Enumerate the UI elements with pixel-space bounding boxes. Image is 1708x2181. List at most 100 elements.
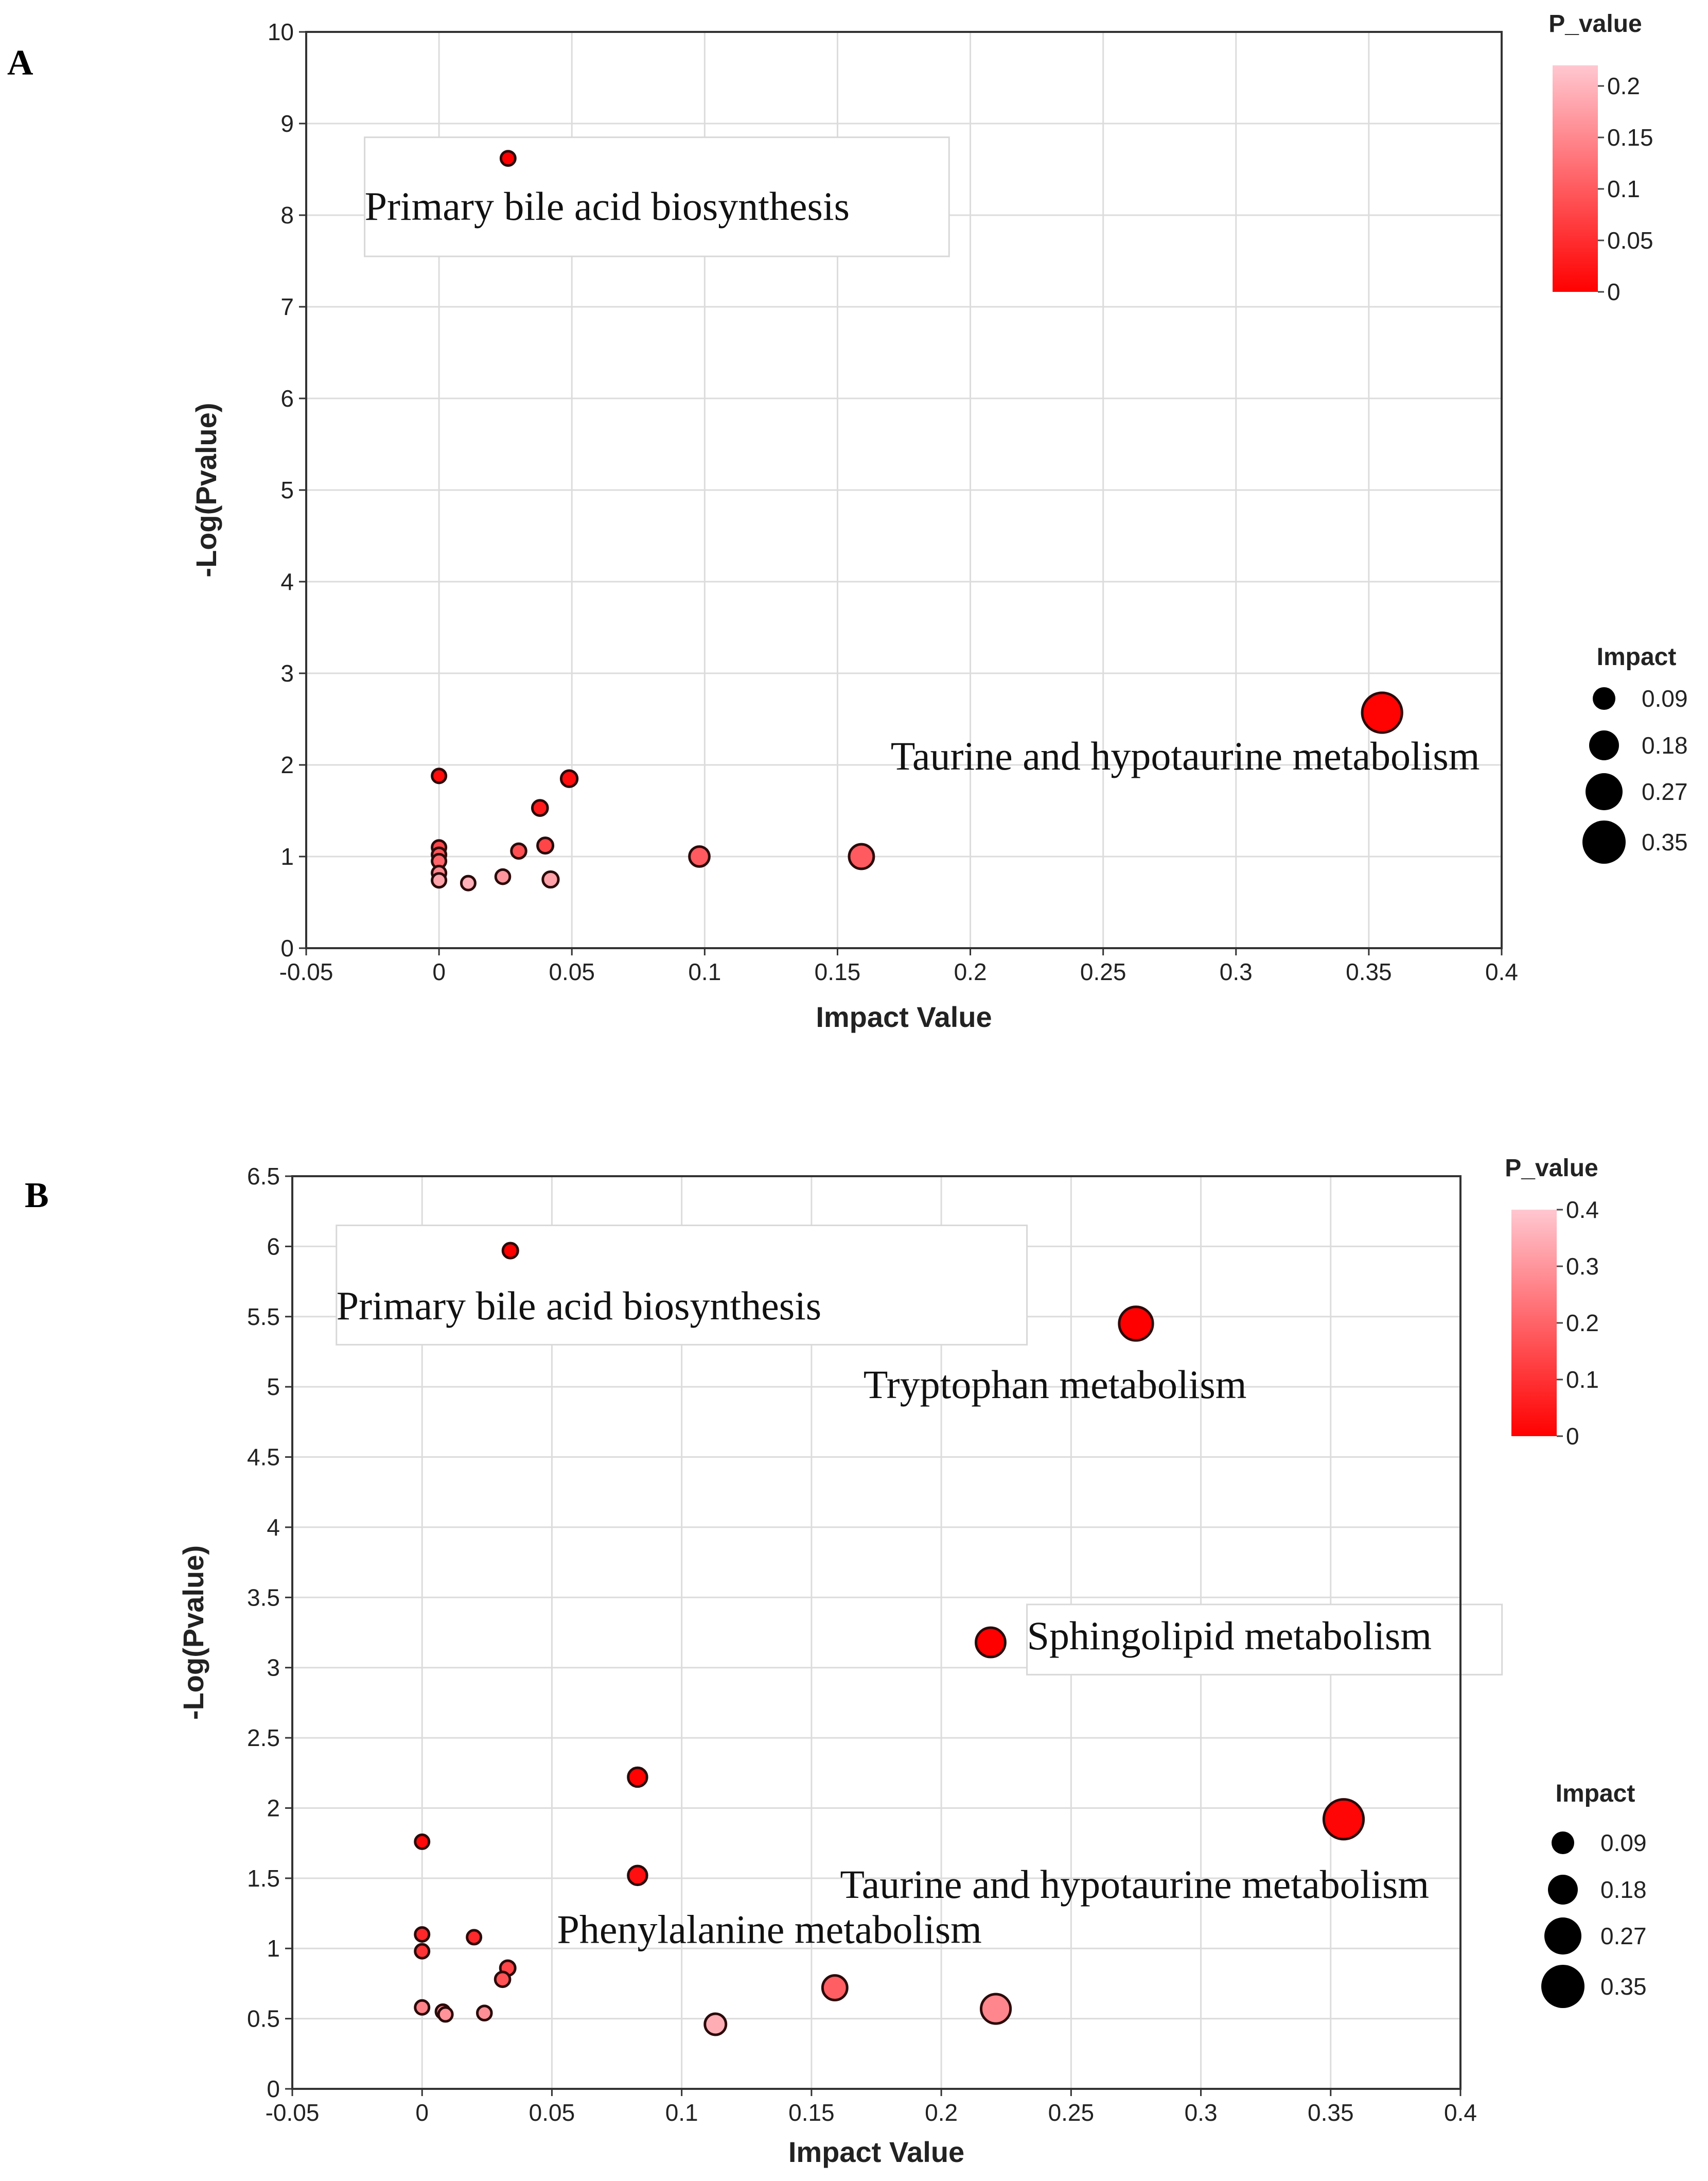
data-point bbox=[1118, 1305, 1154, 1342]
annotation-box bbox=[336, 1224, 1028, 1346]
data-point bbox=[821, 1974, 849, 2002]
y-tick-label: 0 bbox=[280, 935, 294, 962]
color-scale-bar bbox=[1553, 65, 1598, 292]
size-legend-marker bbox=[1582, 821, 1626, 864]
y-tick-label: 0 bbox=[267, 2075, 280, 2102]
y-tick-label: 4 bbox=[267, 1514, 280, 1541]
data-point bbox=[688, 845, 711, 868]
data-point bbox=[501, 1242, 519, 1260]
panel-a: A -0.05 0 0.05 0.1 0.15 0.2 0.25 0.3 0.35 0.4 012… bbox=[7, 10, 1688, 1033]
size-legend-marker bbox=[1544, 1917, 1581, 1955]
pathway-annotation: Taurine and hypotaurine metabolism bbox=[840, 1862, 1429, 1907]
x-tick-label: -0.05 bbox=[279, 958, 333, 985]
y-axis-label-a: -Log(Pvalue) bbox=[190, 403, 222, 577]
pathway-annotation: Primary bile acid biosynthesis bbox=[337, 1283, 821, 1328]
size-legend-marker bbox=[1552, 1831, 1574, 1854]
size-legend-title: Impact bbox=[1597, 643, 1677, 671]
data-point bbox=[414, 1943, 431, 1960]
color-legend-tick: 0.05 bbox=[1607, 227, 1653, 254]
size-legend-label: 0.27 bbox=[1600, 1923, 1647, 1949]
plot-area-b bbox=[291, 1175, 1462, 2090]
color-legend-tick: 0.2 bbox=[1566, 1310, 1599, 1336]
size-legend-marker bbox=[1589, 730, 1619, 760]
y-tick-label: 1 bbox=[267, 1935, 280, 1962]
color-legend-tick: 0.1 bbox=[1566, 1366, 1599, 1393]
pathway-annotation: Phenylalanine metabolism bbox=[557, 1907, 982, 1951]
x-tick-label: 0.1 bbox=[688, 958, 721, 985]
y-tick-label: 1.5 bbox=[247, 1865, 280, 1892]
data-point bbox=[627, 1864, 648, 1887]
color-legend-tick: 0.1 bbox=[1607, 176, 1640, 202]
size-legend-label: 0.18 bbox=[1600, 1876, 1647, 1903]
data-point bbox=[494, 868, 512, 885]
y-tick-label: 4 bbox=[280, 568, 294, 595]
x-tick-label: 0.3 bbox=[1185, 2099, 1218, 2126]
data-point bbox=[541, 870, 560, 889]
data-point bbox=[476, 2004, 493, 2022]
color-legend-title: P_value bbox=[1505, 1155, 1598, 1182]
y-tick-label: 2 bbox=[280, 752, 294, 778]
size-legend-marker bbox=[1586, 773, 1623, 810]
size-legend-label: 0.18 bbox=[1642, 732, 1688, 759]
color-legend-tick: 0 bbox=[1607, 278, 1621, 305]
size-legend-label: 0.35 bbox=[1600, 1973, 1647, 2000]
x-tick-label: -0.05 bbox=[266, 2099, 320, 2126]
size-legend-label: 0.09 bbox=[1642, 685, 1688, 712]
x-tick-label: 0.15 bbox=[788, 2099, 835, 2126]
data-point bbox=[431, 872, 448, 889]
x-tick-label: 0.25 bbox=[1048, 2099, 1095, 2126]
x-tick-label: 0.1 bbox=[665, 2099, 698, 2126]
y-tick-label: 5 bbox=[267, 1373, 280, 1400]
x-tick-label: 0.05 bbox=[549, 958, 595, 985]
x-tick-label: 0.4 bbox=[1485, 958, 1518, 985]
pathway-annotation: Primary bile acid biosynthesis bbox=[365, 184, 850, 229]
annotation-box bbox=[364, 136, 950, 257]
x-tick-label: 0.2 bbox=[925, 2099, 958, 2126]
size-legend-label: 0.35 bbox=[1642, 829, 1688, 856]
annotation-box bbox=[1026, 1603, 1503, 1676]
data-point bbox=[559, 769, 579, 788]
y-tick-label: 7 bbox=[280, 293, 294, 320]
x-tick-label: 0.2 bbox=[954, 958, 987, 985]
y-tick-label: 9 bbox=[280, 110, 294, 137]
x-tick-label: 0 bbox=[432, 958, 446, 985]
x-tick-label: 0.15 bbox=[815, 958, 861, 985]
size-legend-label: 0.27 bbox=[1642, 778, 1688, 805]
y-tick-label: 8 bbox=[280, 202, 294, 229]
size-legend-label: 0.09 bbox=[1600, 1829, 1647, 1856]
y-tick-label: 6.5 bbox=[247, 1163, 280, 1190]
color-legend-tick: 0.3 bbox=[1566, 1253, 1599, 1280]
color-legend-tick: 0 bbox=[1566, 1423, 1579, 1450]
data-point bbox=[531, 799, 549, 817]
y-tick-label: 2.5 bbox=[247, 1724, 280, 1751]
data-point bbox=[431, 767, 448, 784]
x-axis-label-b: Impact Value bbox=[788, 2136, 964, 2168]
data-point bbox=[627, 1766, 648, 1788]
panel-label-b: B bbox=[25, 1176, 49, 1215]
y-tick-label: 6 bbox=[267, 1233, 280, 1260]
x-tick-label: 0.05 bbox=[529, 2099, 575, 2126]
y-tick-label: 6 bbox=[280, 385, 294, 412]
size-legend-title: Impact bbox=[1556, 1780, 1635, 1807]
size-legend-marker bbox=[1548, 1875, 1578, 1905]
data-point bbox=[979, 1993, 1012, 2025]
data-point bbox=[536, 836, 555, 855]
data-point bbox=[1361, 691, 1403, 734]
data-point bbox=[510, 842, 527, 860]
x-tick-label: 0.35 bbox=[1308, 2099, 1354, 2126]
data-point bbox=[499, 150, 517, 167]
y-tick-label: 2 bbox=[267, 1794, 280, 1821]
pathway-annotation: Tryptophan metabolism bbox=[864, 1362, 1247, 1407]
data-point bbox=[703, 2012, 728, 2036]
x-tick-label: 0.25 bbox=[1080, 958, 1126, 985]
color-legend-title: P_value bbox=[1548, 10, 1642, 38]
x-tick-label: 0 bbox=[415, 2099, 429, 2126]
data-point bbox=[1322, 1798, 1365, 1841]
y-tick-label: 4.5 bbox=[247, 1444, 280, 1471]
y-tick-label: 1 bbox=[280, 843, 294, 870]
data-point bbox=[437, 2006, 454, 2023]
y-tick-label: 0.5 bbox=[247, 2005, 280, 2032]
data-point bbox=[414, 1833, 431, 1850]
data-point bbox=[460, 875, 477, 892]
